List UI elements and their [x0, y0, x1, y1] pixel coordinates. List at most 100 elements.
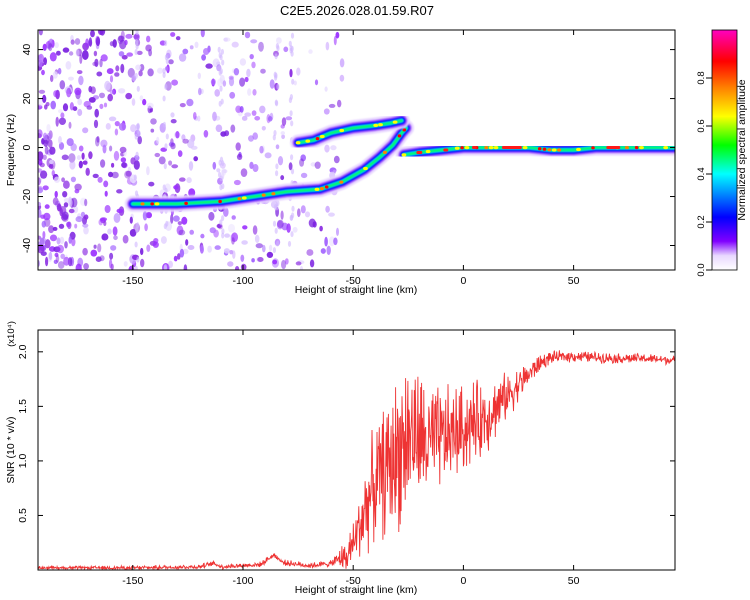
- noise-speckle-dot: [170, 214, 174, 224]
- noise-speckle-dot: [164, 265, 168, 270]
- noise-speckle-dot: [134, 72, 138, 79]
- noise-speckle-dot: [125, 92, 133, 100]
- colorbar-tick-label: 0.8: [696, 71, 707, 84]
- noise-speckle-dot: [140, 258, 145, 268]
- noise-speckle-dot: [217, 46, 221, 53]
- noise-speckle-dot: [291, 212, 295, 219]
- noise-speckle-dot: [274, 99, 278, 106]
- noise-speckle-dot: [136, 85, 140, 92]
- noise-speckle-dot: [49, 52, 57, 62]
- noise-speckle-dot: [241, 240, 248, 245]
- noise-speckle-dot: [137, 135, 142, 145]
- noise-speckle-dot: [214, 89, 220, 97]
- noise-speckle-dot: [123, 261, 128, 267]
- noise-speckle-dot: [165, 133, 169, 140]
- noise-speckle-dot: [55, 254, 60, 263]
- noise-speckle-dot: [135, 43, 139, 50]
- noise-speckle-dot: [48, 163, 54, 169]
- noise-speckle-dot: [83, 263, 89, 270]
- noise-speckle-dot: [124, 170, 131, 179]
- noise-speckle-dot: [240, 254, 245, 262]
- snr-y-label: SNR (10 * v/v): [5, 416, 17, 483]
- snr-frame: [37, 329, 676, 571]
- x-tick-label: -50: [346, 575, 361, 587]
- noise-speckle-dot: [39, 162, 45, 168]
- noise-speckle-dot: [261, 126, 266, 131]
- noise-speckle-dot: [252, 164, 259, 172]
- noise-speckle-dot: [107, 228, 112, 235]
- noise-speckle-dot: [217, 78, 224, 88]
- noise-speckle-dot: [55, 116, 59, 127]
- noise-speckle-dot: [52, 197, 59, 206]
- noise-speckle-dot: [164, 40, 168, 47]
- noise-speckle-dot: [223, 207, 229, 217]
- noise-speckle-dot: [112, 226, 118, 236]
- noise-speckle-dot: [182, 48, 189, 55]
- noise-speckle-dot: [235, 105, 242, 113]
- noise-speckle-dot: [328, 212, 335, 217]
- noise-speckle-dot: [179, 103, 186, 108]
- noise-speckle-dot: [275, 204, 279, 211]
- noise-speckle-dot: [205, 63, 213, 69]
- noise-speckle-dot: [48, 43, 53, 52]
- noise-speckle-dot: [254, 234, 260, 243]
- noise-speckle-dot: [106, 68, 114, 75]
- noise-speckle-dot: [135, 38, 139, 45]
- noise-speckle-dot: [163, 163, 167, 170]
- noise-speckle-dot: [38, 151, 44, 161]
- noise-speckle-dot: [38, 168, 43, 173]
- noise-speckle-dot: [273, 130, 277, 136]
- ridge-hotspot: [591, 146, 595, 150]
- noise-speckle-dot: [335, 31, 340, 39]
- ridge-hotspot: [397, 134, 402, 138]
- noise-speckle-dot: [103, 102, 108, 108]
- noise-speckle-dot: [57, 261, 65, 269]
- noise-speckle-dot: [112, 39, 117, 48]
- noise-speckle-dot: [95, 256, 102, 263]
- noise-speckle-dot: [218, 52, 222, 59]
- noise-speckle-dot: [262, 244, 266, 253]
- ridge-layer: [124, 112, 675, 212]
- noise-speckle-dot: [125, 170, 132, 177]
- noise-speckle-dot: [144, 223, 148, 232]
- noise-speckle-dot: [118, 88, 126, 94]
- ridge-hotspot: [315, 137, 320, 141]
- noise-speckle-dot: [267, 116, 273, 122]
- noise-speckle-dot: [52, 226, 58, 231]
- colorbar-tick-label: 0.0: [696, 263, 707, 276]
- noise-speckle-dot: [54, 190, 58, 198]
- noise-speckle-dot: [136, 222, 140, 229]
- noise-speckle-dot: [164, 143, 168, 150]
- x-tick-label: 50: [568, 575, 580, 587]
- noise-speckle-dot: [328, 236, 336, 247]
- noise-speckle-dot: [131, 98, 136, 106]
- ridge-2: [395, 139, 675, 163]
- noise-speckle-dot: [145, 211, 152, 219]
- noise-speckle-dot: [164, 54, 168, 61]
- noise-speckle-dot: [68, 208, 75, 214]
- noise-speckle-dot: [109, 258, 113, 269]
- noise-speckle-dot: [66, 138, 74, 147]
- noise-speckle-dot: [94, 108, 99, 118]
- noise-speckle-dot: [103, 220, 107, 226]
- snr-multiplier: (x10⁴): [6, 321, 17, 347]
- noise-speckle-dot: [60, 112, 65, 119]
- noise-speckle-dot: [38, 54, 43, 59]
- noise-speckle-dot: [257, 257, 264, 262]
- noise-speckle-dot: [74, 223, 78, 229]
- noise-speckle-dot: [222, 80, 227, 87]
- noise-speckle-dot: [142, 210, 148, 221]
- noise-speckle-dot: [290, 168, 295, 175]
- noise-speckle-dot: [103, 180, 109, 188]
- noise-speckle-dot: [74, 189, 80, 194]
- noise-speckle-dot: [57, 67, 62, 75]
- noise-speckle-dot: [93, 119, 99, 129]
- noise-speckle-dot: [250, 39, 258, 44]
- noise-speckle-dot: [319, 225, 323, 232]
- ridge-peak: [443, 148, 449, 152]
- noise-speckle-dot: [152, 241, 159, 248]
- noise-speckle-dot: [122, 234, 129, 244]
- noise-speckle-dot: [85, 38, 89, 48]
- noise-speckle-dot: [134, 49, 138, 55]
- noise-speckle-dot: [150, 128, 155, 133]
